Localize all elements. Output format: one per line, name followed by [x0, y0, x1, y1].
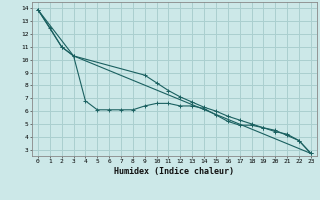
- X-axis label: Humidex (Indice chaleur): Humidex (Indice chaleur): [115, 167, 234, 176]
